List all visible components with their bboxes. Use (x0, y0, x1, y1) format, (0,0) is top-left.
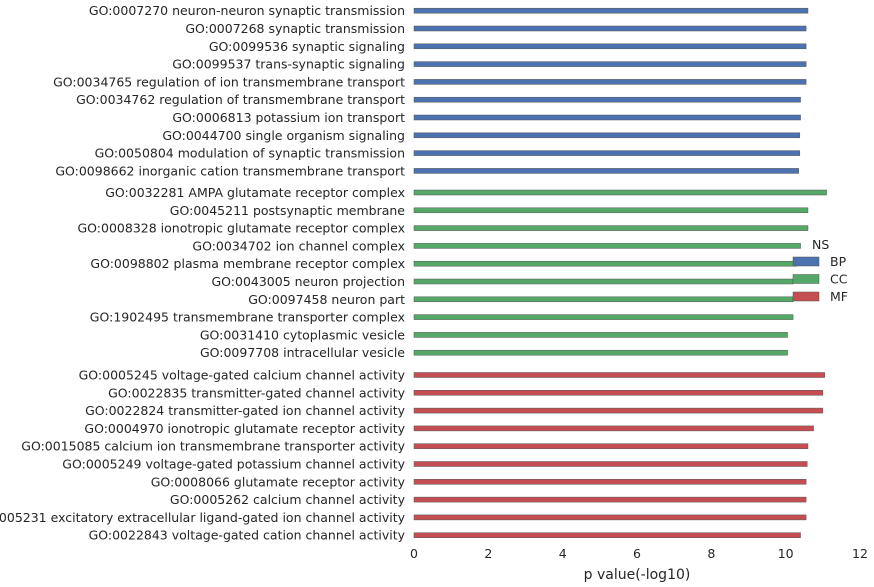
category-label: GO:0004970 ionotropic glutamate receptor… (84, 421, 405, 436)
category-label: GO:0044700 single organism signaling (162, 128, 405, 143)
bar-bp-3 (413, 61, 807, 67)
category-label: GO:0098802 plasma membrane receptor comp… (90, 256, 405, 271)
x-tick-label: 6 (633, 546, 641, 561)
category-label: GO:0099537 trans-synaptic signaling (172, 57, 405, 72)
category-labels: GO:0007270 neuron-neuron synaptic transm… (0, 3, 406, 543)
category-label: GO:0050804 modulation of synaptic transm… (95, 146, 405, 161)
category-label: GO:1902495 transmembrane transporter com… (90, 310, 405, 325)
x-tick-label: 0 (410, 546, 418, 561)
legend-swatch-cc (792, 274, 820, 284)
bar-cc-7 (413, 314, 794, 320)
category-label: GO:0005245 voltage-gated calcium channel… (79, 368, 406, 383)
x-tick-label: 2 (484, 546, 492, 561)
legend-swatch-bp (792, 256, 820, 267)
x-tick-label: 8 (707, 546, 715, 561)
legend-swatch-mf (792, 291, 820, 302)
x-tick-label: 12 (852, 546, 868, 561)
bar-cc-3 (413, 243, 801, 249)
legend-label-cc: CC (830, 272, 848, 287)
bar-mf-9 (413, 532, 801, 538)
bar-cc-5 (413, 278, 794, 285)
category-label: GO:0031410 cytoplasmic vesicle (200, 327, 405, 342)
category-label: GO:0005249 voltage-gated potassium chann… (62, 457, 405, 472)
category-label: GO:0045211 postsynaptic membrane (170, 203, 406, 218)
legend: NS BP CC MF (792, 237, 848, 304)
bar-mf-3 (413, 425, 814, 432)
bars-layer (413, 7, 827, 538)
bar-bp-1 (413, 25, 807, 32)
category-label: GO:0022835 transmitter-gated channel act… (108, 385, 405, 400)
bar-mf-7 (413, 496, 807, 503)
x-axis-label: p value(-log10) (584, 567, 691, 583)
bar-mf-5 (413, 461, 808, 467)
category-label: GO:0007268 synaptic transmission (185, 21, 405, 36)
category-label: GO:0097458 neuron part (248, 292, 405, 307)
bar-cc-0 (413, 189, 827, 196)
category-label: GO:0098662 inorganic cation transmembran… (55, 163, 405, 178)
bar-bp-2 (413, 43, 807, 50)
bar-bp-6 (413, 114, 801, 121)
category-label: GO:0015085 calcium ion transmembrane tra… (21, 439, 405, 454)
bar-bp-0 (413, 7, 809, 14)
bar-bp-9 (413, 168, 799, 174)
category-label: GO:0034765 regulation of ion transmembra… (53, 74, 405, 89)
category-label: GO:0043005 neuron projection (211, 274, 405, 289)
legend-title: NS (812, 237, 829, 252)
category-label: GO:0022843 voltage-gated cation channel … (89, 528, 406, 543)
x-tick-label: 10 (778, 546, 794, 561)
category-label: GO:0032281 AMPA glutamate receptor compl… (105, 185, 405, 200)
category-label: GO:0099536 synaptic signaling (209, 39, 405, 54)
x-tick-label: 4 (559, 546, 567, 561)
bar-mf-0 (413, 372, 825, 378)
bar-bp-7 (413, 132, 801, 139)
bar-mf-6 (413, 479, 807, 485)
category-label: GO:0034702 ion channel complex (192, 238, 405, 253)
bar-bp-8 (413, 150, 801, 156)
legend-label-mf: MF (830, 289, 848, 304)
bar-mf-8 (413, 514, 807, 521)
bar-cc-6 (413, 296, 794, 303)
bar-mf-4 (413, 443, 809, 449)
category-label: GO:0034762 regulation of transmembrane t… (76, 92, 405, 107)
x-axis-ticks: 0 2 4 6 8 10 12 (410, 546, 868, 561)
category-label: GO:0097708 intracellular vesicle (200, 345, 405, 360)
bar-cc-1 (413, 207, 809, 214)
bar-mf-1 (413, 390, 824, 396)
bar-bp-4 (413, 79, 807, 85)
bar-cc-4 (413, 260, 798, 267)
bar-cc-9 (413, 349, 788, 356)
category-label: GO:0022824 transmitter-gated ion channel… (85, 403, 406, 418)
bar-bp-5 (413, 96, 801, 103)
category-label: GO:0006813 potassium ion transport (172, 110, 405, 125)
category-label: GO:0005262 calcium channel activity (170, 492, 406, 507)
bar-cc-2 (413, 225, 809, 231)
bar-cc-8 (413, 332, 788, 338)
category-label: GO:0005231 excitatory extracellular liga… (0, 510, 406, 525)
bar-mf-2 (413, 407, 824, 414)
category-label: GO:0008328 ionotropic glutamate receptor… (78, 221, 406, 236)
legend-label-bp: BP (830, 254, 847, 269)
category-label: GO:0007270 neuron-neuron synaptic transm… (89, 3, 405, 18)
category-label: GO:0008066 glutamate receptor activity (151, 474, 406, 489)
